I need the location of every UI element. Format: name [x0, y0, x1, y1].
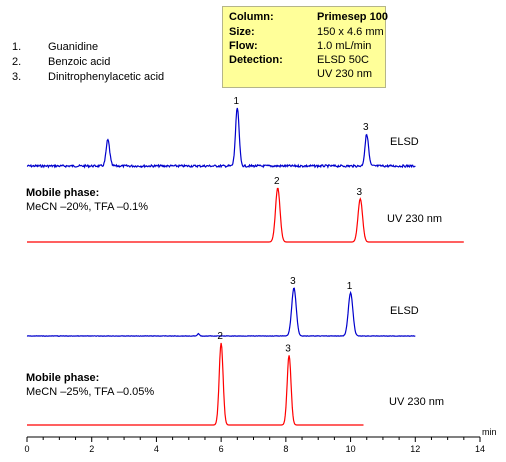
tick-label: 2	[89, 444, 94, 454]
mobile-phase-desc: MeCN –20%, TFA –0.1%	[26, 201, 149, 213]
peak-label: 3	[290, 276, 296, 287]
peak-label: 3	[363, 122, 369, 133]
legend-name: Guanidine	[48, 41, 99, 53]
legend-number: 2.	[12, 56, 22, 68]
method-info-box: Column: Primesep 100 Size: 150 x 4.6 mm …	[222, 6, 388, 88]
peak-label: 3	[285, 343, 291, 354]
mobile-phase-title: Mobile phase:	[26, 187, 100, 199]
tick-label: 12	[410, 444, 420, 454]
info-key: Flow:	[229, 40, 258, 52]
legend-name: Dinitrophenylacetic acid	[48, 71, 165, 83]
time-axis: 0 2 4 6 8 10 12 14 min	[24, 427, 496, 454]
trace-line	[26, 287, 416, 337]
mobile-phase-label: Mobile phase: MeCN –25%, TFA –0.05%	[26, 371, 154, 399]
trace-2: 23	[27, 176, 464, 243]
tick-label: 14	[475, 444, 485, 454]
detector-label: ELSD	[390, 305, 419, 317]
peak-label: 1	[234, 96, 240, 107]
detector-label: ELSD	[390, 136, 419, 148]
trace-4: 23	[27, 331, 364, 426]
tick-label: 6	[219, 444, 224, 454]
trace-1: 13	[26, 96, 416, 169]
info-key: Detection:	[229, 54, 283, 66]
info-value: UV 230 nm	[317, 68, 373, 80]
legend-number: 1.	[12, 41, 22, 53]
tick-label: 4	[154, 444, 159, 454]
peak-label: 3	[356, 187, 362, 198]
detector-label: UV 230 nm	[389, 396, 445, 408]
peak-label: 2	[274, 176, 280, 187]
peak-label: 2	[217, 331, 223, 342]
info-row: Flow: 1.0 mL/min	[229, 40, 371, 53]
tick-label: 8	[283, 444, 288, 454]
tick-label: 0	[24, 444, 29, 454]
info-row: Size: 150 x 4.6 mm	[229, 26, 384, 39]
info-value: 150 x 4.6 mm	[317, 26, 384, 38]
tick-label: 10	[346, 444, 356, 454]
info-row: Column: Primesep 100	[229, 11, 388, 24]
peak-label: 1	[347, 281, 353, 292]
legend-name: Benzoic acid	[48, 56, 111, 68]
trace-line	[27, 187, 464, 243]
info-key: Size:	[229, 26, 255, 38]
legend-number: 3.	[12, 71, 22, 83]
detector-label: UV 230 nm	[387, 213, 443, 225]
mobile-phase-label: Mobile phase: MeCN –20%, TFA –0.1%	[26, 186, 148, 214]
trace-line	[27, 342, 364, 426]
info-row: Detection: ELSD 50C	[229, 54, 369, 67]
mobile-phase-desc: MeCN –25%, TFA –0.05%	[26, 386, 155, 398]
trace-line	[26, 107, 416, 169]
info-value: ELSD 50C	[317, 54, 369, 66]
info-key: Column:	[229, 11, 274, 23]
axis-label: min	[482, 427, 497, 437]
mobile-phase-title: Mobile phase:	[26, 372, 100, 384]
info-value: 1.0 mL/min	[317, 40, 372, 52]
info-value: Primesep 100	[317, 11, 388, 23]
